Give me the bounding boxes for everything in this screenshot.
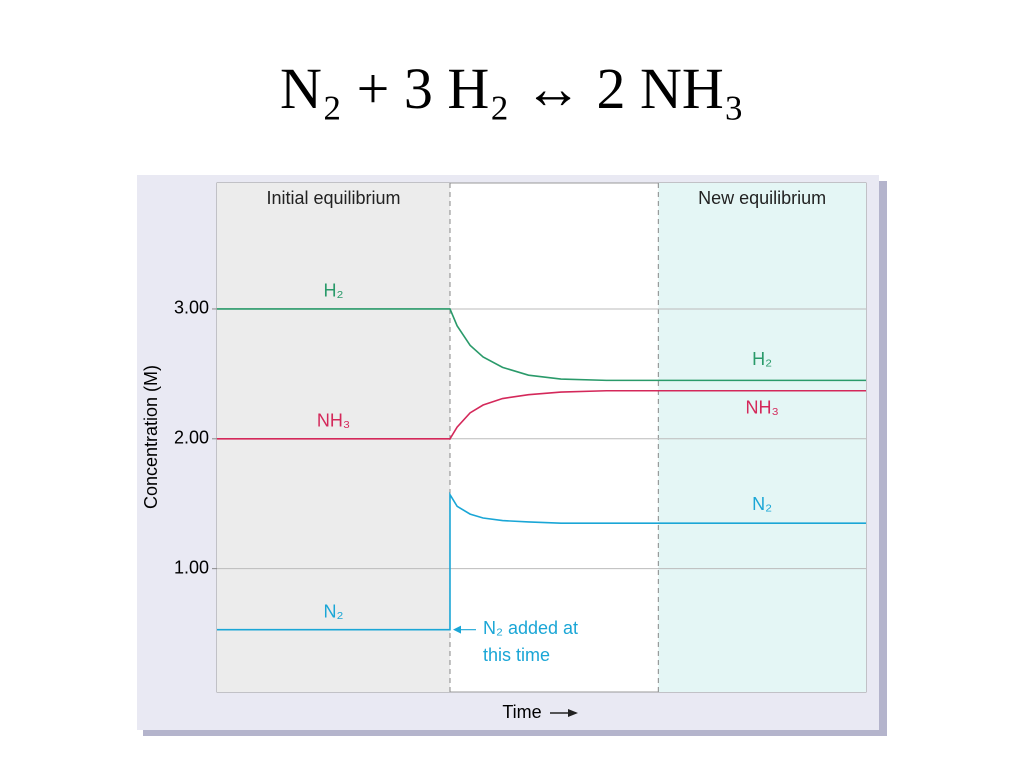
time-arrow-head	[568, 709, 578, 717]
region-label: New equilibrium	[698, 188, 827, 208]
series-label: H₂	[323, 281, 343, 301]
x-axis-label: Time	[502, 702, 541, 722]
y-axis-label: Concentration (M)	[141, 365, 161, 509]
y-tick-label: 2.00	[174, 428, 209, 448]
series-label: NH₃	[745, 398, 778, 418]
y-tick-label: 3.00	[174, 298, 209, 318]
series-label: NH₃	[317, 411, 350, 431]
region	[658, 183, 866, 692]
series-label: H₂	[752, 349, 772, 369]
series-label: N₂	[323, 601, 343, 621]
annotation-arrow-head	[452, 625, 461, 634]
region	[217, 183, 450, 692]
y-tick-label: 1.00	[174, 557, 209, 577]
annotation: N₂ added at this time	[482, 617, 579, 665]
series-line	[217, 308, 866, 382]
region-label: Initial equilibrium	[266, 188, 401, 208]
series-line	[217, 389, 866, 440]
series-line	[217, 491, 866, 631]
chart-title: N₂ + 3 H₂ ↔ 2 NH₃	[280, 56, 744, 121]
series-label: N₂	[752, 494, 772, 514]
